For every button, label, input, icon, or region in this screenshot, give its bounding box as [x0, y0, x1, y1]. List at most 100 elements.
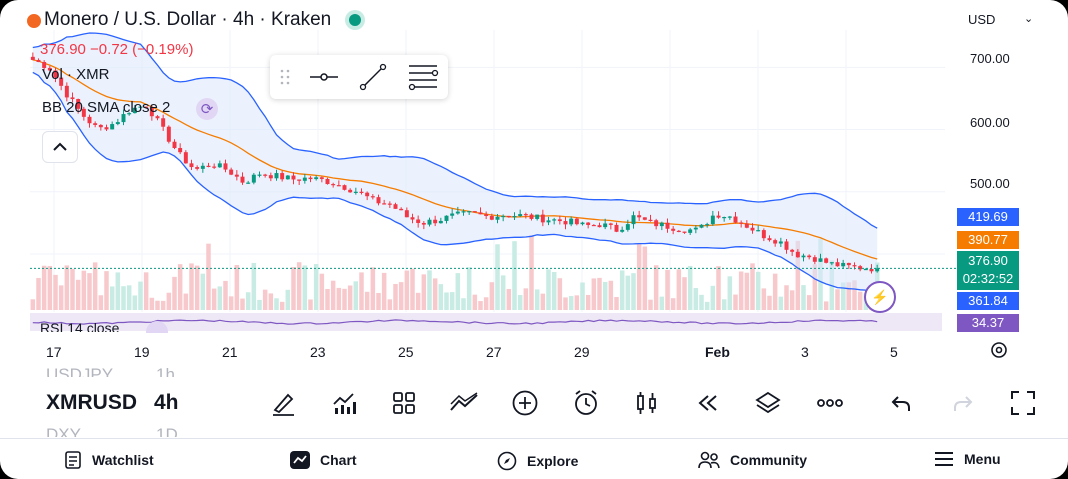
volume-bar [432, 278, 438, 310]
grid-icon[interactable] [387, 386, 421, 420]
candle-body [659, 222, 664, 227]
candle-body [217, 163, 222, 168]
plus-circle-icon[interactable] [508, 386, 542, 420]
candle-body [603, 223, 608, 228]
candle-body [461, 211, 466, 213]
volume-bar [676, 269, 682, 310]
volume-bar [166, 292, 172, 310]
bottom-navigation: Watchlist Chart Explore Community Menu [0, 438, 1068, 479]
volume-indicator-label[interactable]: Vol · XMR [42, 66, 110, 83]
volume-bar [778, 296, 784, 310]
undo-icon[interactable] [884, 386, 918, 420]
nav-menu[interactable]: Menu [934, 451, 1001, 467]
volume-bar [325, 288, 330, 310]
bollinger-basis [32, 59, 878, 260]
current-symbol[interactable]: XMRUSD [46, 391, 138, 414]
candle-body [64, 85, 69, 98]
nav-watchlist[interactable]: Watchlist [64, 451, 154, 469]
candle-body [155, 116, 160, 119]
volume-bar [268, 293, 274, 310]
candle-body [285, 175, 290, 180]
previous-symbol[interactable]: USDJPY [46, 365, 114, 377]
bb-upper-tag: 419.69 [957, 208, 1019, 226]
volume-bar [733, 294, 738, 310]
drag-handle-icon[interactable] [280, 68, 290, 86]
price-chart[interactable] [0, 0, 1068, 340]
candle-body [733, 216, 738, 223]
nav-community[interactable]: Community [698, 451, 807, 469]
chart-settings-icon[interactable] [990, 341, 1008, 359]
candle-body [172, 141, 177, 149]
more-icon[interactable] [813, 386, 847, 420]
redo-icon[interactable] [946, 386, 980, 420]
candle-body [246, 182, 251, 184]
volume-bar [444, 292, 449, 310]
volume-bar [370, 267, 376, 310]
rewind-icon[interactable] [691, 386, 725, 420]
volume-bar [636, 243, 642, 310]
nav-explore[interactable]: Explore [497, 451, 578, 471]
last-price-tag: 376.90 02:32:52 [957, 251, 1019, 290]
volume-bar [670, 298, 676, 310]
horizontal-line-tool-icon[interactable] [309, 70, 339, 84]
symbol-header[interactable]: Monero / U.S. Dollar · 4h · Kraken [44, 9, 362, 31]
next-symbol[interactable]: DXY [46, 425, 81, 437]
volume-bar [580, 282, 585, 310]
volume-bar [631, 273, 636, 310]
volume-bar [381, 272, 387, 310]
candle-body [637, 215, 642, 218]
candle-body [495, 216, 500, 220]
nav-chart[interactable]: Chart [290, 451, 357, 469]
candle-body [274, 173, 279, 179]
fullscreen-icon[interactable] [1006, 386, 1040, 420]
chart-indicator-icon[interactable] [327, 386, 361, 420]
alarm-clock-icon[interactable] [569, 386, 603, 420]
candle-body [166, 126, 171, 142]
volume-bar [138, 281, 143, 310]
next-timeframe[interactable]: 1D [156, 425, 178, 437]
volume-bar [302, 265, 308, 310]
volume-bar [699, 294, 704, 310]
volume-bars [30, 235, 880, 310]
volume-bar [194, 265, 200, 310]
lightning-icon[interactable]: ⚡ [864, 281, 896, 313]
bar-countdown: 02:32:52 [962, 271, 1014, 286]
candle-body [81, 108, 86, 117]
candles-icon[interactable] [630, 386, 664, 420]
fib-tool-icon[interactable] [407, 63, 439, 91]
current-timeframe[interactable]: 4h [154, 391, 179, 414]
candle-body [563, 221, 568, 225]
candle-body [115, 122, 120, 125]
volume-bar [376, 293, 381, 310]
volume-bar [795, 240, 801, 310]
currency-select[interactable]: USD [968, 12, 996, 27]
symbol-title: Monero / U.S. Dollar · 4h · Kraken [44, 9, 332, 30]
sync-icon[interactable]: ⟳ [196, 98, 218, 120]
volume-bar [415, 292, 421, 310]
rsi-indicator-label[interactable]: RSI 14 close [40, 320, 120, 332]
candle-body [257, 174, 262, 176]
candle-body [387, 203, 392, 205]
volume-bar [438, 284, 444, 310]
volume-bar [330, 280, 336, 310]
volume-bar [472, 294, 478, 310]
candle-body [750, 227, 755, 231]
candle-body [291, 175, 296, 180]
trend-lines-icon[interactable] [447, 386, 481, 420]
candle-body [654, 220, 659, 227]
rsi-sync-icon[interactable] [146, 321, 168, 333]
people-icon [698, 451, 720, 469]
layers-icon[interactable] [751, 386, 785, 420]
previous-timeframe[interactable]: 1h [156, 365, 175, 377]
pencil-icon[interactable] [266, 386, 300, 420]
volume-bar [478, 301, 483, 310]
bollinger-indicator-label[interactable]: BB 20 SMA close 2 [42, 99, 171, 116]
chart-area[interactable]: Monero / U.S. Dollar · 4h · Kraken 376.9… [0, 0, 1068, 340]
candle-body [586, 222, 591, 225]
trend-line-tool-icon[interactable] [358, 62, 388, 92]
candle-body [427, 219, 432, 225]
collapse-indicators-button[interactable] [42, 131, 78, 163]
chevron-down-icon[interactable]: ⌄ [1024, 13, 1034, 25]
candle-body [183, 152, 188, 164]
chart-icon [290, 451, 310, 469]
